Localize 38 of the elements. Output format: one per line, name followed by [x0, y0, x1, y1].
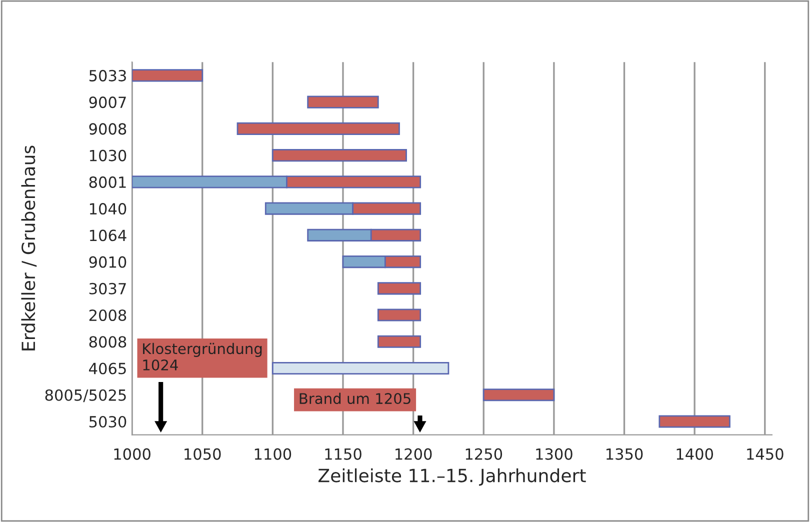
y-tick-label: 5033 — [89, 70, 126, 82]
x-tick-label: 1100 — [254, 448, 292, 460]
x-tick-label: 1250 — [466, 448, 502, 460]
x-tick-label: 1150 — [325, 448, 362, 460]
y-tick-label: 1040 — [90, 203, 126, 215]
bar — [307, 96, 379, 108]
annotation: Klostergründung 1024 — [143, 342, 262, 371]
bar — [132, 69, 204, 82]
y-tick-label: 1030 — [90, 150, 126, 162]
x-tick-label: 1200 — [396, 448, 432, 460]
bar — [272, 362, 450, 375]
bar — [482, 388, 555, 402]
x-tick-label: 1300 — [536, 448, 572, 460]
y-tick-label: 3037 — [89, 282, 126, 294]
y-tick-label: 5030 — [89, 416, 126, 428]
y-tick-label: 4065 — [89, 362, 126, 374]
y-tick-label: 8001 — [89, 176, 126, 188]
x-tick-label: 1400 — [676, 448, 714, 460]
annotation: Brand um 1205 — [300, 392, 410, 404]
x-axis-title: Zeitleiste 11.–15. Jahrhundert — [318, 468, 586, 486]
y-axis-title: Erdkeller / Grubenhaus — [21, 146, 37, 350]
bar — [236, 122, 400, 135]
bar — [272, 149, 407, 162]
y-tick-label: 9007 — [89, 96, 126, 108]
x-tick-label: 1350 — [606, 448, 643, 460]
y-tick-label: 1064 — [90, 230, 126, 242]
y-tick-label: 2008 — [89, 309, 126, 322]
x-tick-label: 1050 — [184, 448, 221, 460]
y-tick-label: 8005/5025 — [45, 389, 126, 402]
bar — [377, 282, 422, 295]
x-tick-label: 1450 — [747, 448, 784, 460]
y-tick-label: 8008 — [89, 336, 126, 348]
bar — [377, 308, 422, 322]
bar — [377, 335, 422, 348]
y-tick-label: 9008 — [89, 123, 126, 135]
x-tick-label: 1000 — [114, 448, 150, 460]
bar — [658, 415, 730, 428]
y-tick-label: 9010 — [89, 256, 126, 268]
